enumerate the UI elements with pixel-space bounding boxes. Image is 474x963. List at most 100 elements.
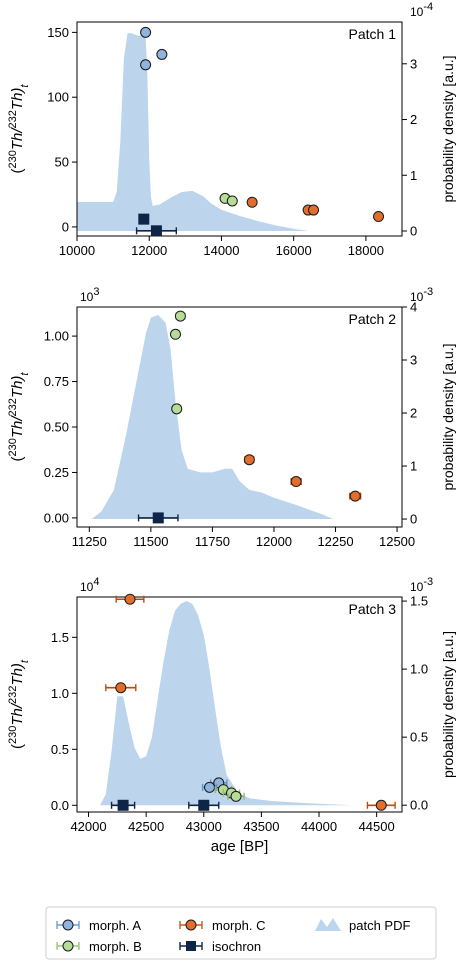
pdf-area [77, 33, 309, 231]
y2-axis-label: probability density [a.u.] [440, 631, 456, 778]
x-tick-label: 12250 [317, 534, 353, 549]
y-tick-label: 100 [47, 90, 69, 105]
panel-title: Patch 2 [349, 311, 397, 327]
y2-tick-label: 0.0 [410, 798, 428, 813]
x-tick-label: 42500 [128, 819, 164, 834]
x-tick-label: 12000 [131, 243, 167, 258]
plot-frame [76, 21, 403, 237]
y-axis-label: (230Th/232Th)t [7, 659, 31, 749]
legend: morph. A morph. C patch PDF morph. B isochro… [45, 906, 437, 960]
chart-panel-2: 11250 11500 11750 12000 12250 12500 0.00 0.25 0.… [7, 286, 456, 549]
y2-tick-label: 1.5 [410, 594, 428, 609]
data-point [169, 328, 181, 340]
y-tick-label: 0 [62, 219, 69, 234]
x-tick-label: 42000 [70, 819, 106, 834]
panel-title: Patch 3 [349, 601, 397, 617]
x-tick-label: 14000 [203, 243, 239, 258]
x-tick-label: 10000 [59, 243, 95, 258]
legend-marker [186, 941, 196, 951]
x-tick-label: 16000 [276, 243, 312, 258]
isochron-point [198, 799, 210, 811]
y2-tick-label: 0 [410, 223, 417, 238]
data-point [226, 195, 238, 207]
axis-multiplier: 10-3 [410, 576, 433, 594]
x-axis-label: age [BP] [211, 838, 269, 855]
data-point [246, 196, 258, 208]
legend-label: morph. C [212, 918, 265, 933]
isochron-point [138, 213, 150, 225]
y2-tick-label: 1 [410, 459, 417, 474]
y-tick-label: 1.0 [51, 686, 69, 701]
y-tick-label: 150 [47, 25, 69, 40]
chart-panel-3: 42000 42500 43000 43500 44000 44500 0.0 0.5 1.0 1… [7, 576, 456, 855]
x-tick-label: 12000 [256, 534, 292, 549]
data-point [124, 593, 136, 605]
x-tick-label: 11500 [133, 534, 168, 549]
pdf-area [91, 315, 334, 520]
panel-title: Patch 1 [349, 26, 397, 42]
y-tick-label: 1.5 [51, 630, 69, 645]
data-point [290, 476, 302, 488]
legend-marker [62, 919, 74, 931]
legend-marker [62, 940, 74, 952]
plot-frame [76, 306, 403, 528]
data-point [140, 59, 152, 71]
y-tick-label: 0.5 [51, 742, 69, 757]
x-tick-label: 12500 [379, 534, 415, 549]
data-point [204, 781, 216, 793]
y2-tick-label: 2 [410, 406, 417, 421]
y-tick-label: 0.50 [44, 420, 69, 435]
axis-multiplier: 103 [80, 286, 99, 304]
legend-label: morph. B [89, 939, 142, 954]
y-tick-label: 0.0 [51, 798, 69, 813]
data-point [140, 26, 152, 38]
axis-multiplier: 10-4 [410, 1, 433, 19]
isochron-point [117, 799, 129, 811]
legend-pdf-icon [315, 918, 341, 931]
data-point [230, 790, 242, 802]
chart-panels: 10000 12000 14000 16000 18000050100150012310… [7, 1, 456, 855]
y2-tick-label: 3 [410, 56, 417, 71]
legend-item: patch PDF [315, 918, 410, 933]
data-point [115, 682, 127, 694]
legend-label: isochron [212, 939, 261, 954]
y-tick-label: 0.25 [44, 465, 69, 480]
legend-item: morph. B [56, 939, 142, 954]
legend-item: morph. A [56, 918, 141, 933]
plot-frame [76, 596, 403, 813]
legend-label: patch PDF [349, 918, 410, 933]
data-point [156, 48, 168, 60]
y2-tick-label: 3 [410, 353, 417, 368]
y2-tick-label: 0 [410, 512, 417, 527]
x-tick-label: 43000 [186, 819, 222, 834]
data-point [243, 454, 255, 466]
data-point [308, 204, 320, 216]
y2-tick-label: 1.0 [410, 662, 428, 677]
data-point [174, 310, 186, 322]
y2-tick-label: 4 [410, 300, 417, 315]
y-tick-label: 1.00 [44, 329, 69, 344]
chart-panel-1: 10000 12000 14000 16000 18000 0 50 100 150 0 1 2 3 10… [7, 1, 456, 258]
x-tick-label: 11250 [72, 534, 107, 549]
data-point [373, 211, 385, 223]
y-tick-label: 0.75 [44, 374, 69, 389]
y2-tick-label: 2 [410, 112, 417, 127]
y2-tick-label: 1 [410, 168, 417, 183]
legend-label: morph. A [89, 918, 141, 933]
data-point [171, 403, 183, 415]
y-axis-label: (230Th/232Th)t [7, 84, 31, 174]
legend-item: morph. C [179, 918, 265, 933]
axis-multiplier: 104 [80, 576, 99, 594]
x-tick-label: 18000 [348, 243, 384, 258]
axis-multiplier: 10-3 [410, 286, 433, 304]
x-tick-label: 43500 [243, 819, 279, 834]
legend-marker [185, 919, 197, 931]
isochron-point [152, 512, 164, 524]
isochron-point [150, 225, 162, 237]
pdf-area [100, 601, 354, 806]
y-tick-label: 50 [55, 155, 69, 170]
x-tick-label: 44500 [359, 819, 395, 834]
legend-box [45, 906, 437, 960]
y2-axis-label: probability density [a.u.] [440, 343, 456, 490]
legend-item: isochron [179, 939, 261, 954]
